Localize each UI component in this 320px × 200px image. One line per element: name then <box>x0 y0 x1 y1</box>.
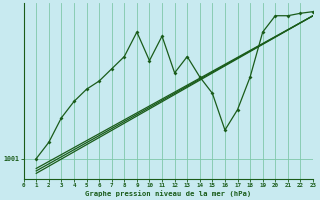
X-axis label: Graphe pression niveau de la mer (hPa): Graphe pression niveau de la mer (hPa) <box>85 190 252 197</box>
